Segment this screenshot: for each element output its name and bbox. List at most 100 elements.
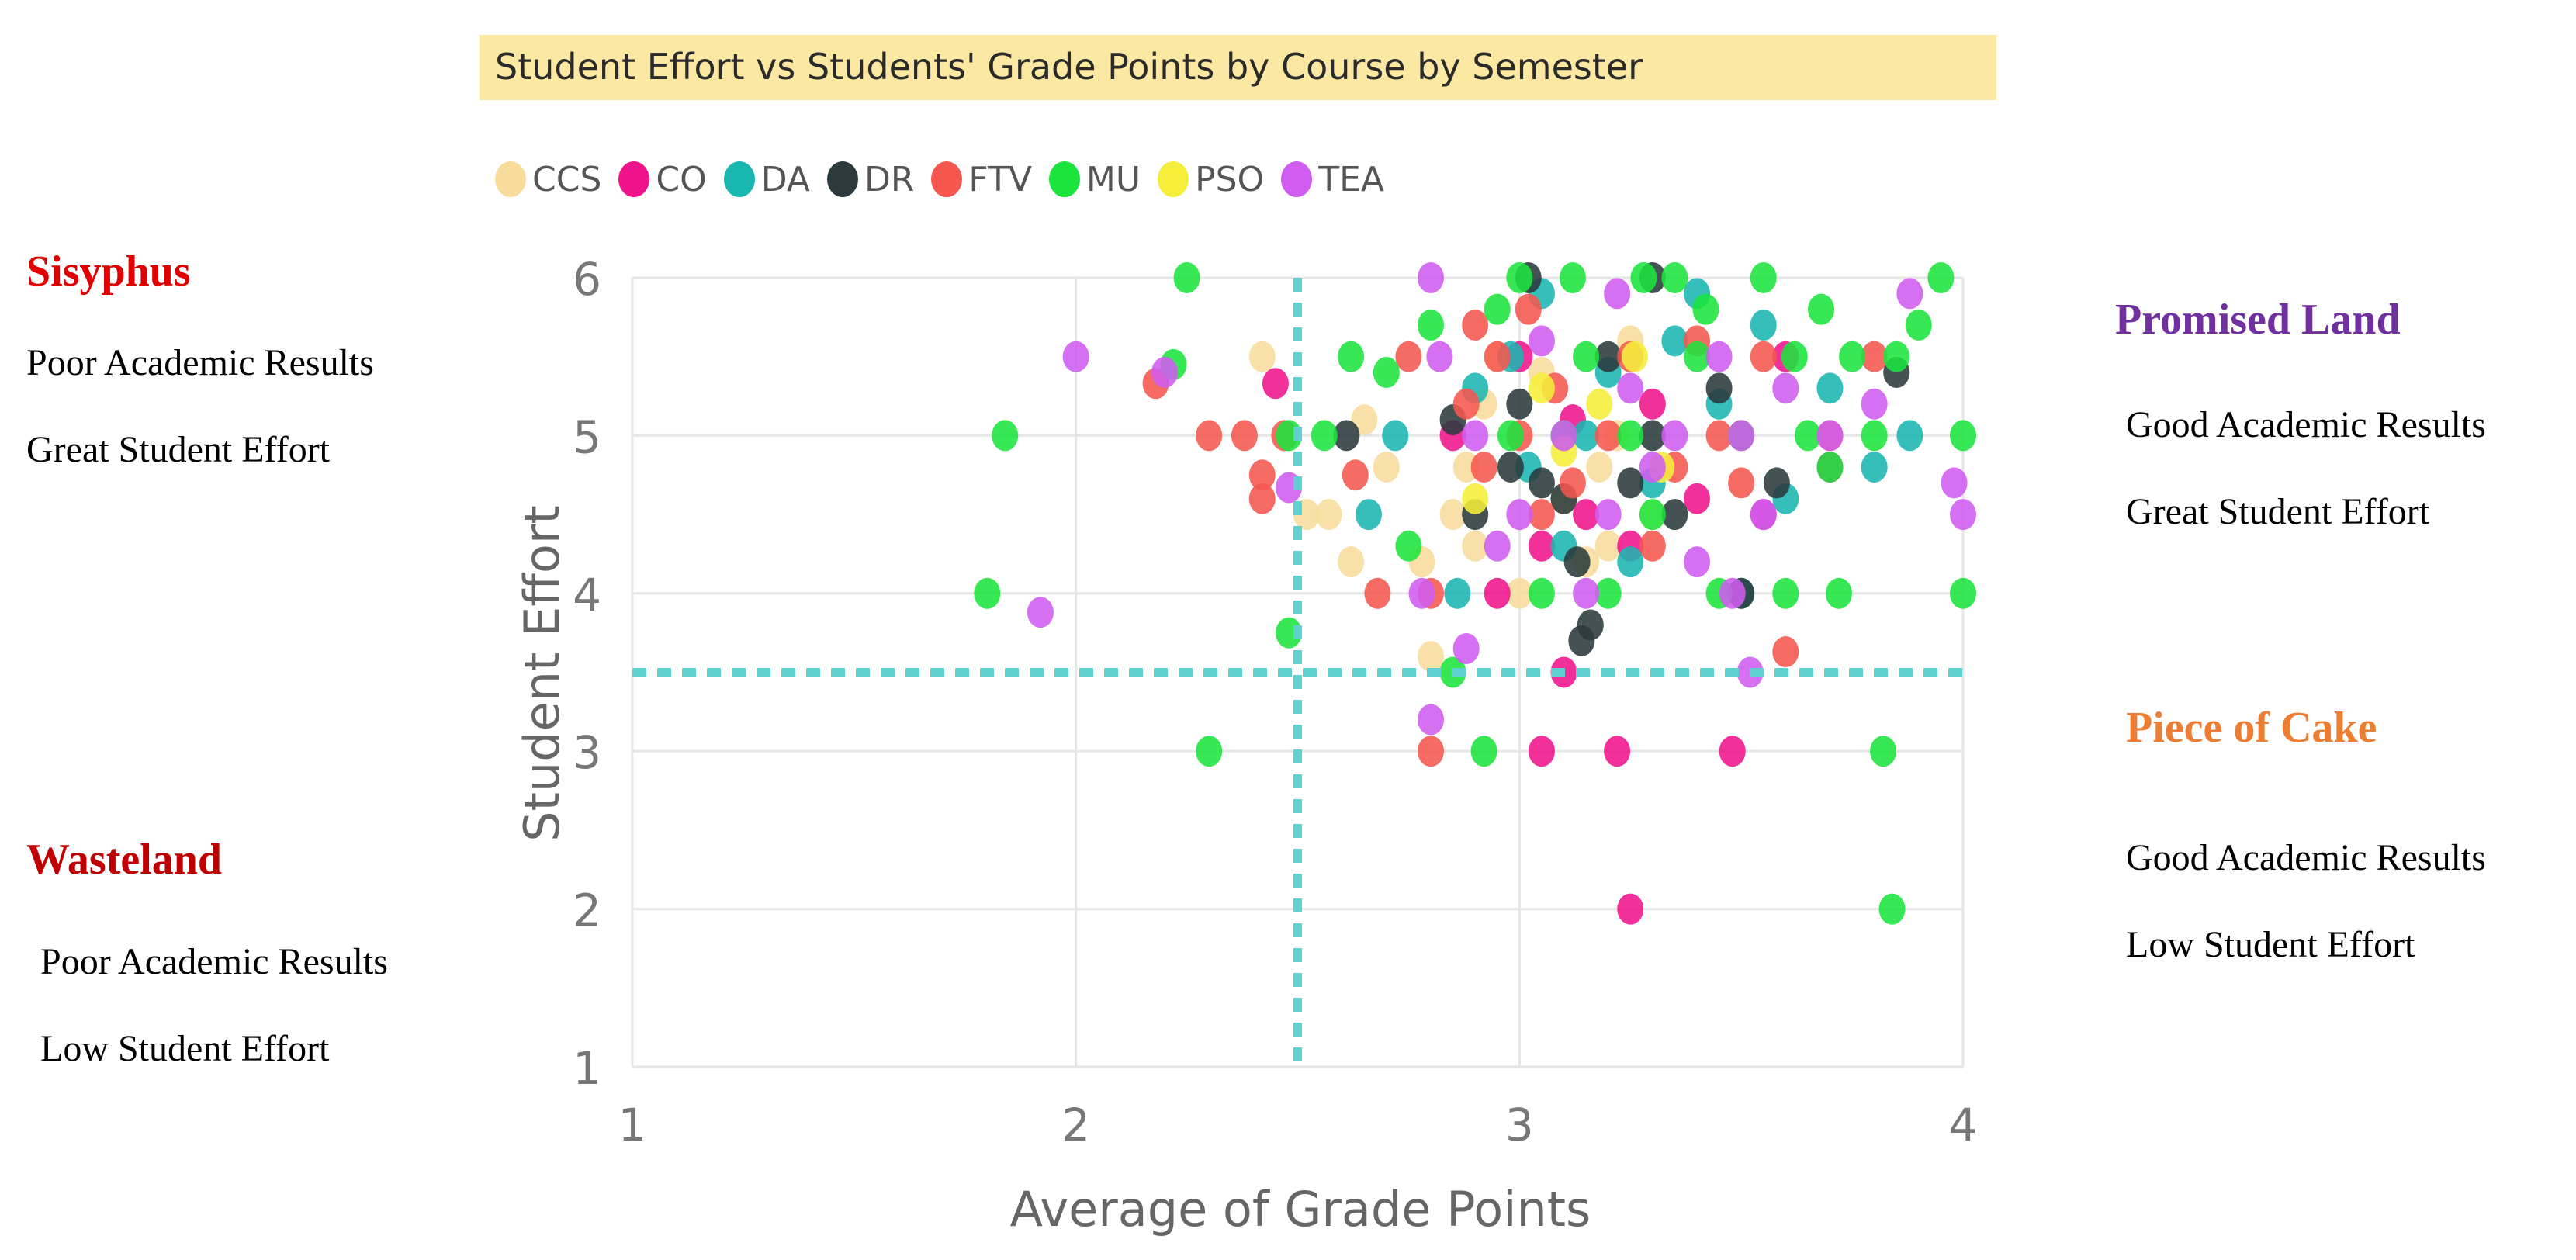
data-point-da[interactable]	[1750, 310, 1777, 341]
data-point-co[interactable]	[1528, 736, 1555, 767]
data-point-ftv[interactable]	[1639, 530, 1666, 562]
data-point-tea[interactable]	[1418, 262, 1444, 293]
legend-item-co[interactable]: CO	[618, 160, 707, 199]
data-point-dr[interactable]	[1506, 388, 1533, 420]
data-point-da[interactable]	[1861, 452, 1888, 483]
data-point-tea[interactable]	[1705, 341, 1733, 372]
data-point-ccs[interactable]	[1373, 452, 1400, 483]
data-point-mu[interactable]	[1950, 577, 1976, 609]
data-point-co[interactable]	[1604, 736, 1631, 767]
data-point-co[interactable]	[1617, 893, 1644, 925]
data-point-mu[interactable]	[1950, 420, 1976, 452]
data-point-ftv[interactable]	[1484, 341, 1511, 372]
data-point-da[interactable]	[1573, 420, 1600, 452]
data-point-mu[interactable]	[1594, 577, 1622, 609]
data-point-mu[interactable]	[1794, 420, 1821, 452]
data-point-co[interactable]	[1528, 530, 1555, 562]
data-point-tea[interactable]	[1661, 420, 1688, 452]
data-point-tea[interactable]	[1941, 467, 1968, 499]
data-point-ftv[interactable]	[1772, 636, 1799, 668]
data-point-mu[interactable]	[1418, 310, 1444, 341]
data-point-mu[interactable]	[1772, 577, 1799, 609]
data-point-mu[interactable]	[1373, 357, 1400, 389]
data-point-ftv[interactable]	[1750, 341, 1777, 372]
data-point-mu[interactable]	[1573, 341, 1600, 372]
data-point-pso[interactable]	[1621, 341, 1648, 372]
legend-item-ftv[interactable]: FTV	[931, 160, 1032, 199]
data-point-mu[interactable]	[1196, 736, 1223, 767]
data-point-mu[interactable]	[1825, 577, 1852, 609]
data-point-tea[interactable]	[1550, 420, 1577, 452]
data-point-mu[interactable]	[1750, 262, 1777, 293]
data-point-ftv[interactable]	[1452, 388, 1480, 420]
data-point-mu[interactable]	[1338, 341, 1365, 372]
data-point-mu[interactable]	[1878, 893, 1906, 925]
data-point-tea[interactable]	[1861, 388, 1888, 420]
data-point-dr[interactable]	[1577, 609, 1604, 641]
data-point-dr[interactable]	[1528, 467, 1555, 499]
data-point-tea[interactable]	[1594, 499, 1622, 531]
data-point-tea[interactable]	[1484, 530, 1511, 562]
data-point-da[interactable]	[1816, 372, 1844, 404]
data-point-mu[interactable]	[1630, 262, 1657, 293]
data-point-da[interactable]	[1896, 420, 1923, 452]
data-point-ftv[interactable]	[1559, 467, 1586, 499]
data-point-tea[interactable]	[1719, 577, 1746, 609]
data-point-mu[interactable]	[1839, 341, 1866, 372]
data-point-tea[interactable]	[1950, 499, 1976, 531]
data-point-tea[interactable]	[1408, 577, 1435, 609]
data-point-tea[interactable]	[1728, 420, 1755, 452]
data-point-tea[interactable]	[1573, 577, 1600, 609]
data-point-ftv[interactable]	[1248, 483, 1276, 514]
data-point-tea[interactable]	[1639, 452, 1666, 483]
data-point-tea[interactable]	[1426, 341, 1453, 372]
data-point-da[interactable]	[1444, 577, 1471, 609]
data-point-tea[interactable]	[1151, 357, 1178, 389]
data-point-mu[interactable]	[1497, 420, 1524, 452]
data-point-mu[interactable]	[1692, 293, 1719, 325]
data-point-ftv[interactable]	[1231, 420, 1258, 452]
data-point-da[interactable]	[1661, 325, 1688, 357]
data-point-tea[interactable]	[1027, 597, 1054, 628]
data-point-pso[interactable]	[1586, 388, 1613, 420]
data-point-ftv[interactable]	[1705, 420, 1733, 452]
data-point-ccs[interactable]	[1462, 530, 1489, 562]
data-point-mu[interactable]	[1617, 420, 1644, 452]
data-point-mu[interactable]	[1173, 262, 1200, 293]
data-point-dr[interactable]	[1639, 420, 1666, 452]
data-point-tea[interactable]	[1604, 278, 1631, 310]
data-point-dr[interactable]	[1617, 467, 1644, 499]
data-point-da[interactable]	[1382, 420, 1409, 452]
legend-item-pso[interactable]: PSO	[1158, 160, 1264, 199]
data-point-co[interactable]	[1684, 483, 1710, 514]
data-point-tea[interactable]	[1528, 325, 1555, 357]
data-point-ccs[interactable]	[1418, 641, 1444, 673]
data-point-co[interactable]	[1262, 368, 1289, 400]
data-point-ccs[interactable]	[1594, 530, 1622, 562]
data-point-ccs[interactable]	[1248, 341, 1276, 372]
data-point-mu[interactable]	[1870, 736, 1897, 767]
data-point-tea[interactable]	[1462, 420, 1489, 452]
data-point-pso[interactable]	[1462, 483, 1489, 514]
data-point-da[interactable]	[1617, 546, 1644, 578]
data-point-co[interactable]	[1639, 388, 1666, 420]
legend-item-mu[interactable]: MU	[1048, 160, 1141, 199]
data-point-ftv[interactable]	[1196, 420, 1223, 452]
data-point-tea[interactable]	[1750, 499, 1777, 531]
legend-item-ccs[interactable]: CCS	[495, 160, 601, 199]
data-point-mu[interactable]	[1816, 452, 1844, 483]
data-point-mu[interactable]	[1927, 262, 1955, 293]
data-point-ftv[interactable]	[1594, 420, 1622, 452]
data-point-dr[interactable]	[1661, 499, 1688, 531]
data-point-tea[interactable]	[1772, 372, 1799, 404]
data-point-mu[interactable]	[1781, 341, 1808, 372]
data-point-mu[interactable]	[1905, 310, 1932, 341]
data-point-ccs[interactable]	[1586, 452, 1613, 483]
data-point-tea[interactable]	[1062, 341, 1089, 372]
data-point-dr[interactable]	[1333, 420, 1360, 452]
data-point-mu[interactable]	[1276, 617, 1303, 649]
data-point-mu[interactable]	[1506, 262, 1533, 293]
data-point-dr[interactable]	[1497, 452, 1524, 483]
data-point-tea[interactable]	[1684, 546, 1710, 578]
data-point-dr[interactable]	[1563, 546, 1591, 578]
